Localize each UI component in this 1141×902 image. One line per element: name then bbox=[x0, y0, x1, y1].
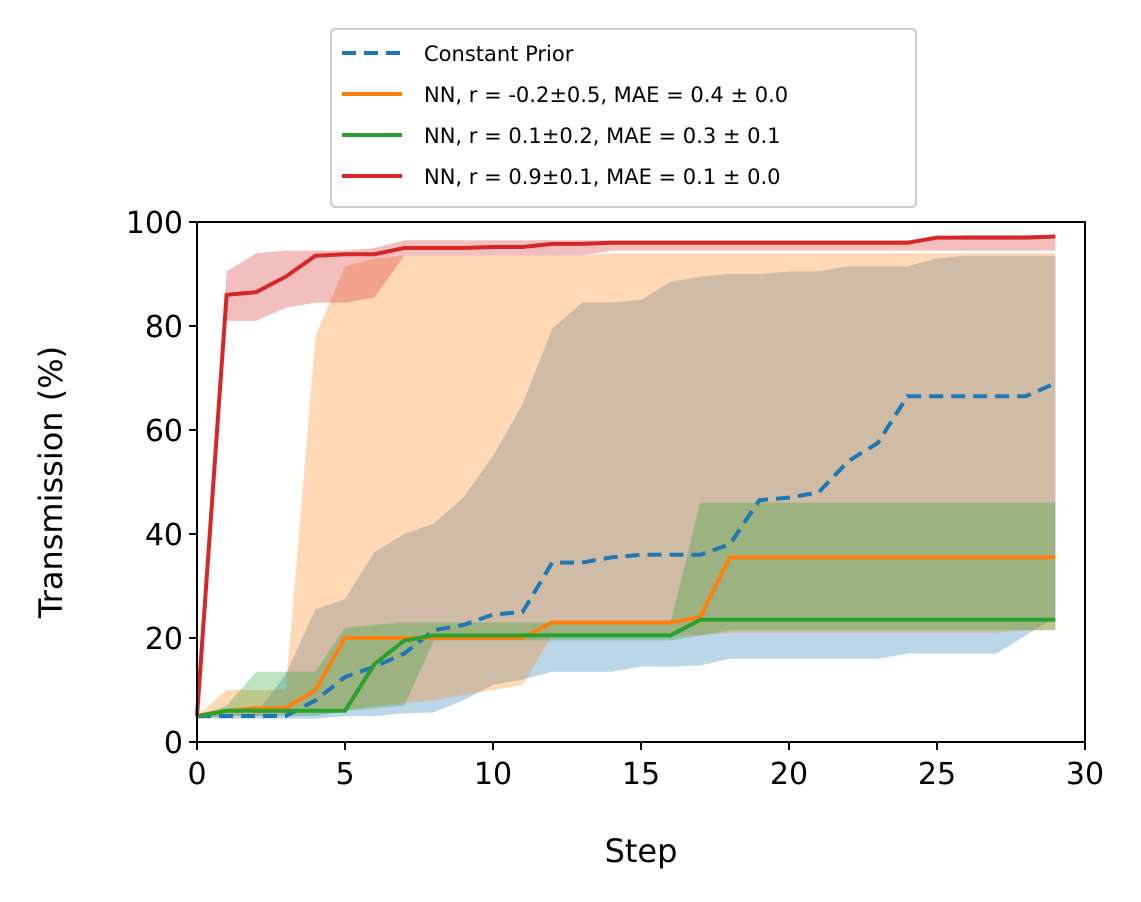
y-tick-label: 40 bbox=[145, 518, 183, 553]
x-tick-label: 15 bbox=[622, 757, 660, 792]
legend-box bbox=[330, 28, 917, 208]
x-tick-label: 10 bbox=[474, 757, 512, 792]
legend-label: NN, r = 0.9±0.1, MAE = 0.1 ± 0.0 bbox=[424, 165, 781, 189]
y-axis-label: Transmission (%) bbox=[32, 346, 70, 619]
confidence-band bbox=[197, 235, 1056, 719]
series-line bbox=[196, 555, 1056, 718]
y-tick-label: 80 bbox=[145, 310, 183, 345]
x-tick-label: 20 bbox=[770, 757, 808, 792]
series-line bbox=[195, 234, 1056, 717]
legend-label: NN, r = -0.2±0.5, MAE = 0.4 ± 0.0 bbox=[424, 83, 788, 107]
confidence-band bbox=[197, 255, 1056, 719]
y-tick-label: 0 bbox=[164, 726, 183, 761]
x-tick-label: 25 bbox=[918, 757, 956, 792]
y-tick-label: 20 bbox=[145, 622, 183, 657]
series-line bbox=[197, 381, 1057, 718]
x-axis-label: Step bbox=[605, 832, 678, 870]
y-tick-label: 60 bbox=[145, 414, 183, 449]
legend-label: Constant Prior bbox=[424, 42, 574, 66]
x-tick-label: 5 bbox=[335, 757, 354, 792]
y-tick-label: 100 bbox=[126, 206, 183, 241]
legend-label: NN, r = 0.1±0.2, MAE = 0.3 ± 0.1 bbox=[424, 124, 781, 148]
confidence-band bbox=[197, 253, 1056, 719]
x-tick-label: 0 bbox=[187, 757, 206, 792]
series-line bbox=[196, 617, 1056, 718]
x-tick-label: 30 bbox=[1066, 757, 1104, 792]
